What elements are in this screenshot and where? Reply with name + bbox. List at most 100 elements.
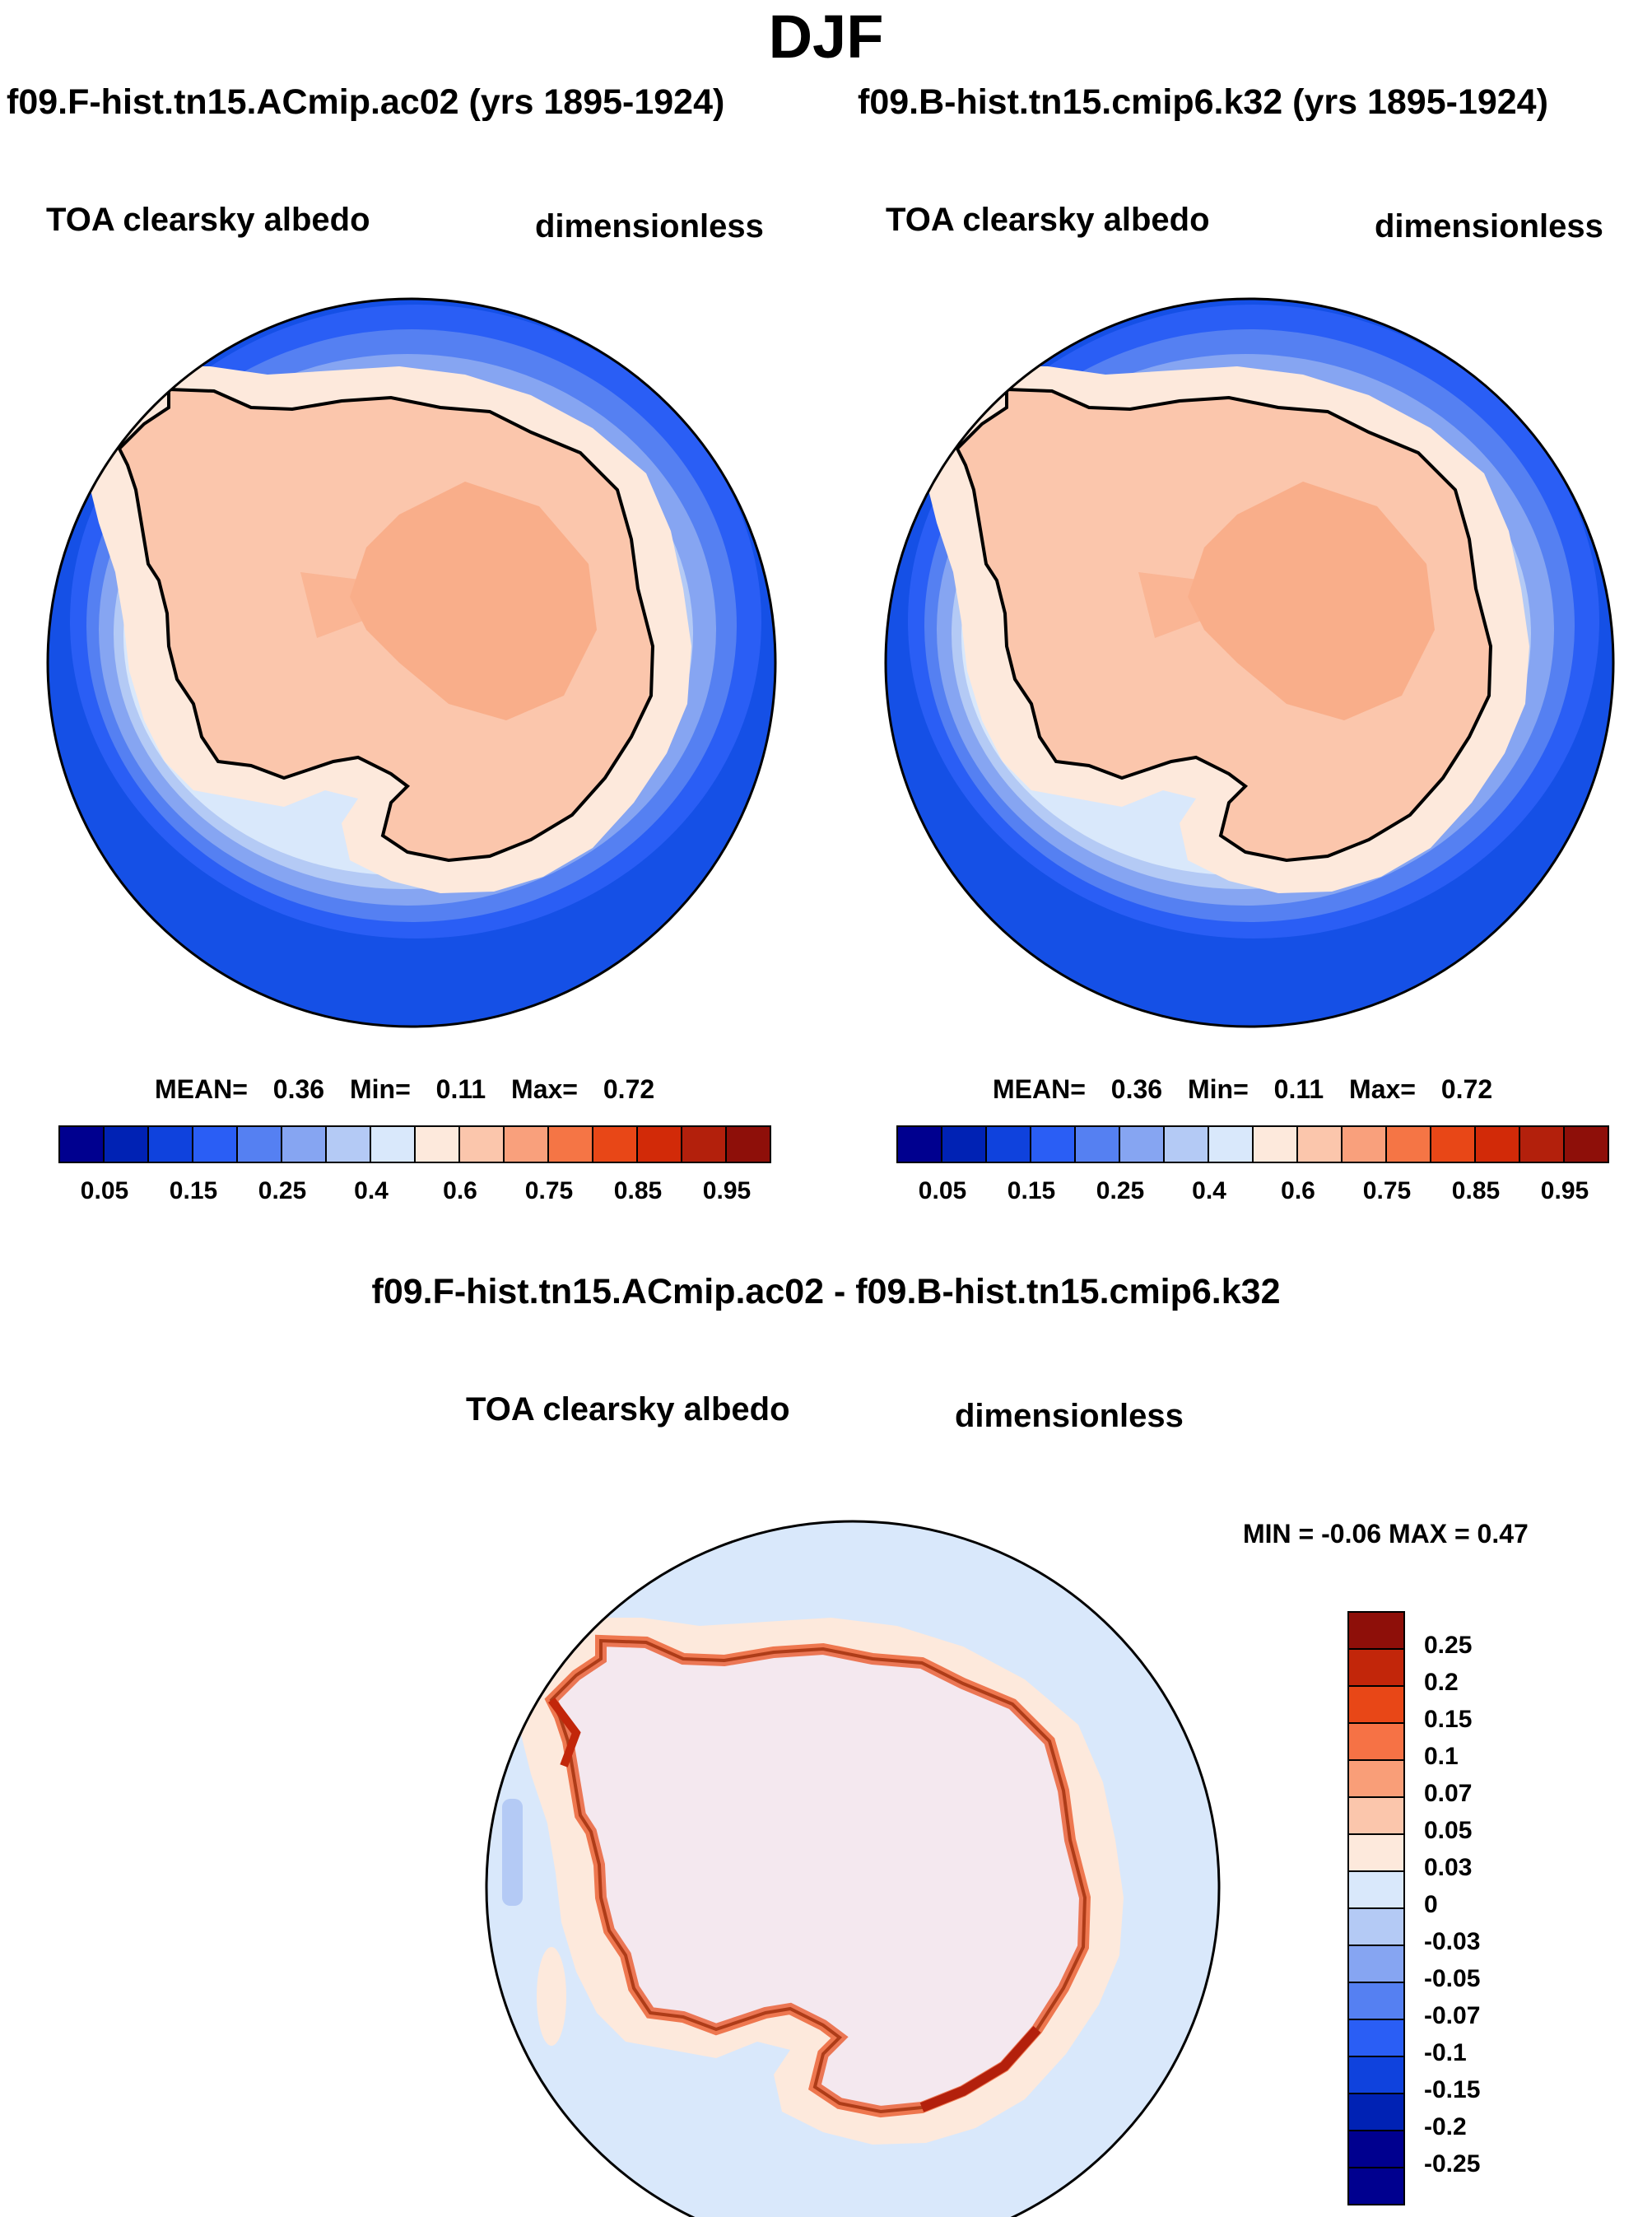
- diff-minmax: MIN = -0.06 MAX = 0.47: [1243, 1519, 1529, 1549]
- panel2-max-label: Max=: [1349, 1074, 1416, 1104]
- diff-units-label: dimensionless: [955, 1398, 1184, 1434]
- colorbar-swatch: [58, 1125, 105, 1163]
- colorbar-swatch: [281, 1125, 327, 1163]
- diff-colorbar-label: -0.25: [1424, 2150, 1481, 2177]
- colorbar-swatch: [1163, 1125, 1209, 1163]
- colorbar-swatch: [636, 1125, 682, 1163]
- colorbar-tick: 0.25: [1096, 1177, 1145, 1204]
- colorbar-swatch: [1347, 1833, 1405, 1872]
- colorbar-swatch: [681, 1125, 727, 1163]
- panel1-header: f09.F-hist.tn15.ACmip.ac02 (yrs 1895-192…: [7, 82, 725, 122]
- colorbar-swatch: [1030, 1125, 1076, 1163]
- colorbar-swatch: [592, 1125, 638, 1163]
- diff-colorbar-label: -0.1: [1424, 2039, 1467, 2066]
- colorbar-tick: 0.15: [169, 1177, 218, 1204]
- diff-colorbar-label: 0.2: [1424, 1669, 1459, 1696]
- colorbar-swatch: [1347, 1982, 1405, 2020]
- colorbar-tick: 0.4: [354, 1177, 389, 1204]
- colorbar-swatch: [1430, 1125, 1476, 1163]
- colorbar-tick: 0.75: [1362, 1177, 1412, 1204]
- diff-colorbar-label: 0.25: [1424, 1632, 1473, 1659]
- colorbar-swatch: [547, 1125, 593, 1163]
- colorbar-swatch: [1519, 1125, 1565, 1163]
- colorbar-swatch: [985, 1125, 1031, 1163]
- colorbar-tick: 0.05: [918, 1177, 967, 1204]
- panel1-variable-label: TOA clearsky albedo: [46, 202, 370, 238]
- colorbar-swatch: [1347, 1907, 1405, 1946]
- diff-colorbar-label: -0.2: [1424, 2113, 1467, 2140]
- diff-colorbar-label: -0.07: [1424, 2002, 1481, 2029]
- colorbar-swatch: [1347, 1611, 1405, 1650]
- colorbar-swatch: [370, 1125, 416, 1163]
- colorbar-swatch: [1296, 1125, 1343, 1163]
- colorbar-swatch: [1208, 1125, 1254, 1163]
- panel2-colorbar: [896, 1125, 1609, 1163]
- colorbar-swatch: [1385, 1125, 1431, 1163]
- diff-colorbar: [1347, 1611, 1405, 2205]
- colorbar-tick: 0.6: [443, 1177, 477, 1204]
- panel1-min-value: 0.11: [435, 1074, 486, 1104]
- panel1-min-label: Min=: [349, 1074, 411, 1104]
- colorbar-swatch: [325, 1125, 371, 1163]
- colorbar-tick: 0.95: [702, 1177, 752, 1204]
- colorbar-tick: 0.15: [1007, 1177, 1056, 1204]
- colorbar-swatch: [1347, 1648, 1405, 1687]
- colorbar-swatch: [1347, 1685, 1405, 1724]
- colorbar-swatch: [941, 1125, 987, 1163]
- colorbar-swatch: [1347, 2130, 1405, 2168]
- colorbar-swatch: [1252, 1125, 1298, 1163]
- colorbar-swatch: [725, 1125, 771, 1163]
- diff-colorbar-label: 0.03: [1424, 1854, 1473, 1881]
- colorbar-swatch: [1347, 1796, 1405, 1835]
- colorbar-swatch: [1341, 1125, 1387, 1163]
- colorbar-swatch: [1119, 1125, 1165, 1163]
- colorbar-swatch: [1347, 1870, 1405, 1909]
- diff-colorbar-label: 0.1: [1424, 1743, 1459, 1770]
- colorbar-swatch: [1347, 2056, 1405, 2094]
- panel2-mean-value: 0.36: [1110, 1074, 1163, 1104]
- panel1-mean-label: MEAN=: [155, 1074, 248, 1104]
- diff-colorbar-label: 0.15: [1424, 1706, 1473, 1733]
- diff-colorbar-label: -0.05: [1424, 1965, 1481, 1992]
- diff-colorbar-label: 0.07: [1424, 1780, 1473, 1807]
- colorbar-swatch: [103, 1125, 149, 1163]
- colorbar-tick: 0.25: [258, 1177, 307, 1204]
- diff-colorbar-label: 0: [1424, 1891, 1438, 1918]
- diff-map: [485, 1520, 1221, 2217]
- colorbar-swatch: [192, 1125, 238, 1163]
- panel1-stats: MEAN= 0.36 Min= 0.11 Max= 0.72: [155, 1074, 654, 1105]
- diff-colorbar-label: 0.05: [1424, 1817, 1473, 1844]
- panel2-map: [884, 297, 1615, 1028]
- colorbar-swatch: [1563, 1125, 1609, 1163]
- colorbar-swatch: [236, 1125, 282, 1163]
- panel2-mean-label: MEAN=: [993, 1074, 1086, 1104]
- diff-variable-label: TOA clearsky albedo: [466, 1391, 790, 1428]
- panel1-mean-value: 0.36: [272, 1074, 325, 1104]
- panel2-min-label: Min=: [1187, 1074, 1249, 1104]
- panel1-map: [46, 297, 777, 1028]
- colorbar-swatch: [503, 1125, 549, 1163]
- colorbar-swatch: [1347, 1945, 1405, 1983]
- colorbar-tick: 0.75: [524, 1177, 574, 1204]
- colorbar-swatch: [1347, 1722, 1405, 1761]
- diff-colorbar-label: -0.03: [1424, 1928, 1481, 1955]
- panel1-max-value: 0.72: [603, 1074, 655, 1104]
- panel2-stats: MEAN= 0.36 Min= 0.11 Max= 0.72: [993, 1074, 1492, 1105]
- diff-colorbar-label: -0.15: [1424, 2076, 1481, 2103]
- figure-title: DJF: [768, 2, 884, 71]
- colorbar-swatch: [1474, 1125, 1520, 1163]
- colorbar-tick: 0.4: [1192, 1177, 1226, 1204]
- colorbar-swatch: [1074, 1125, 1120, 1163]
- panel2-units-label: dimensionless: [1375, 208, 1603, 245]
- panel2-max-value: 0.72: [1440, 1074, 1493, 1104]
- colorbar-swatch: [896, 1125, 942, 1163]
- colorbar-swatch: [1347, 1759, 1405, 1798]
- colorbar-swatch: [1347, 2093, 1405, 2131]
- colorbar-tick: 0.85: [613, 1177, 663, 1204]
- panel2-variable-label: TOA clearsky albedo: [886, 202, 1210, 238]
- panel1-units-label: dimensionless: [535, 208, 764, 245]
- panel1-max-label: Max=: [511, 1074, 578, 1104]
- colorbar-tick: 0.85: [1451, 1177, 1501, 1204]
- colorbar-tick: 0.05: [80, 1177, 129, 1204]
